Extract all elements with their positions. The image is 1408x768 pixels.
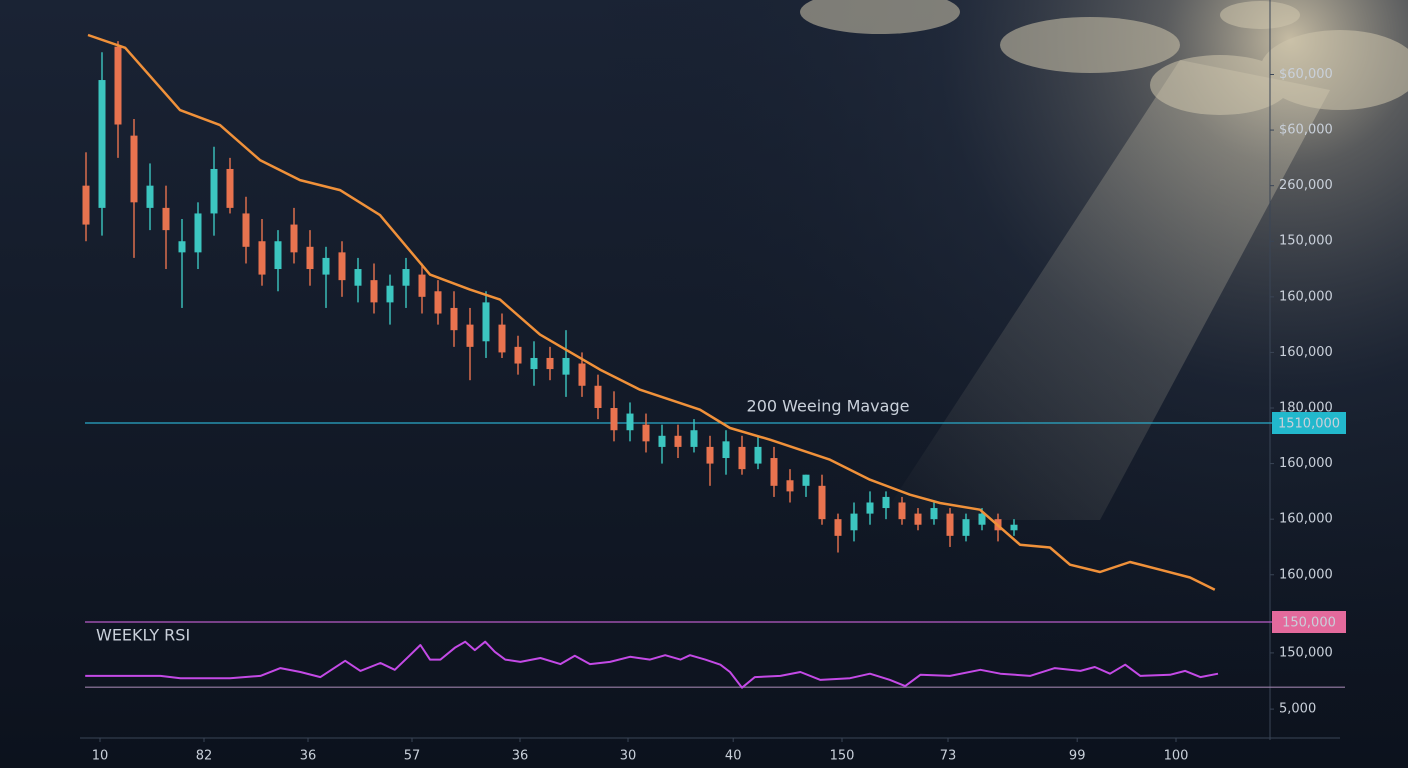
candle-body: [306, 246, 314, 270]
y-tick-label: 260,000: [1279, 178, 1333, 193]
candle-body: [642, 424, 650, 442]
clouds: [800, 0, 1408, 115]
candle-body: [210, 168, 218, 214]
x-tick-label: 73: [940, 749, 957, 764]
candle-body: [802, 474, 810, 486]
candle-body: [482, 302, 490, 342]
candle-body: [194, 213, 202, 253]
candle-body: [738, 446, 746, 470]
candle-body: [594, 385, 602, 408]
y-tick-label: 160,000: [1279, 567, 1333, 582]
candle-body: [450, 307, 458, 331]
candle-body: [978, 513, 986, 525]
candle-body: [562, 357, 570, 375]
candle-body: [530, 357, 538, 370]
candle-body: [898, 502, 906, 520]
candle-body: [82, 185, 90, 225]
candle-body: [930, 508, 938, 520]
x-tick-label: 100: [1164, 749, 1189, 764]
x-tick-label: 36: [300, 749, 317, 764]
candle-body: [610, 407, 618, 431]
candle-body: [434, 291, 442, 314]
candle-body: [130, 135, 138, 203]
x-tick-label: 57: [404, 749, 421, 764]
candle-body: [338, 252, 346, 281]
candle-body: [402, 269, 410, 286]
candle-body: [386, 285, 394, 303]
candle-body: [290, 224, 298, 253]
candle-body: [690, 430, 698, 447]
candle-body: [786, 480, 794, 492]
light-ray: [880, 60, 1330, 520]
rsi-line: [85, 640, 1219, 689]
x-tick-label: 30: [620, 749, 637, 764]
candle-body: [722, 441, 730, 459]
candle-body: [1010, 524, 1018, 531]
y-tick-label: 150,000: [1279, 234, 1333, 249]
x-tick-label: 82: [196, 749, 213, 764]
candle-body: [866, 502, 874, 514]
x-tick-label: 10: [92, 749, 109, 764]
candle-body: [914, 513, 922, 525]
candle-body: [818, 485, 826, 520]
panel-title: WEEKLY RSI: [96, 626, 190, 645]
candle-body: [498, 324, 506, 353]
y-tick-label: 150,000: [1279, 645, 1333, 660]
candle-body: [258, 241, 266, 275]
candle-body: [962, 519, 970, 536]
y-tick-label: 5,000: [1279, 702, 1316, 717]
y-tick-label: 160,000: [1279, 345, 1333, 360]
candle-body: [674, 435, 682, 447]
candle-body: [274, 241, 282, 270]
candle-body: [322, 257, 330, 275]
reference-line-name: 200 Weeing Mavage: [747, 397, 910, 416]
candle-body: [834, 519, 842, 536]
candle-body: [418, 274, 426, 297]
candle-body: [946, 513, 954, 536]
moving-average-line: [87, 33, 1216, 591]
x-tick-label: 40: [725, 749, 742, 764]
candle-body: [658, 435, 666, 447]
y-tick-label: 160,000: [1279, 456, 1333, 471]
candle-body: [162, 207, 170, 231]
candle-body: [546, 357, 554, 370]
candle-body: [882, 496, 890, 509]
y-tick-label: 160,000: [1279, 289, 1333, 304]
value-badge: [1272, 611, 1346, 633]
candle-body: [466, 324, 474, 347]
y-tick-label: 180,000: [1279, 400, 1333, 415]
y-tick-label: $60,000: [1279, 123, 1333, 138]
candle-body: [578, 363, 586, 386]
candle-body: [354, 269, 362, 286]
value-badge: [1272, 412, 1346, 435]
candle-body: [146, 185, 154, 208]
candle-body: [178, 241, 186, 253]
candle-body: [370, 280, 378, 303]
value-badge-label: 1510,000: [1278, 417, 1340, 432]
candle-body: [114, 46, 122, 125]
x-tick-label: 150: [830, 749, 855, 764]
x-tick-label: 99: [1069, 749, 1086, 764]
y-tick-label: $60,000: [1279, 67, 1333, 82]
value-badge-label: 150,000: [1282, 616, 1336, 631]
candle-body: [514, 346, 522, 364]
candle-body: [242, 213, 250, 247]
candle-body: [770, 458, 778, 486]
candle-body: [626, 413, 634, 431]
candle-body: [226, 168, 234, 208]
y-tick-label: 160,000: [1279, 512, 1333, 527]
x-tick-label: 36: [512, 749, 529, 764]
candle-body: [706, 446, 714, 464]
candle-body: [754, 446, 762, 464]
candle-body: [850, 513, 858, 531]
candle-body: [98, 80, 106, 208]
